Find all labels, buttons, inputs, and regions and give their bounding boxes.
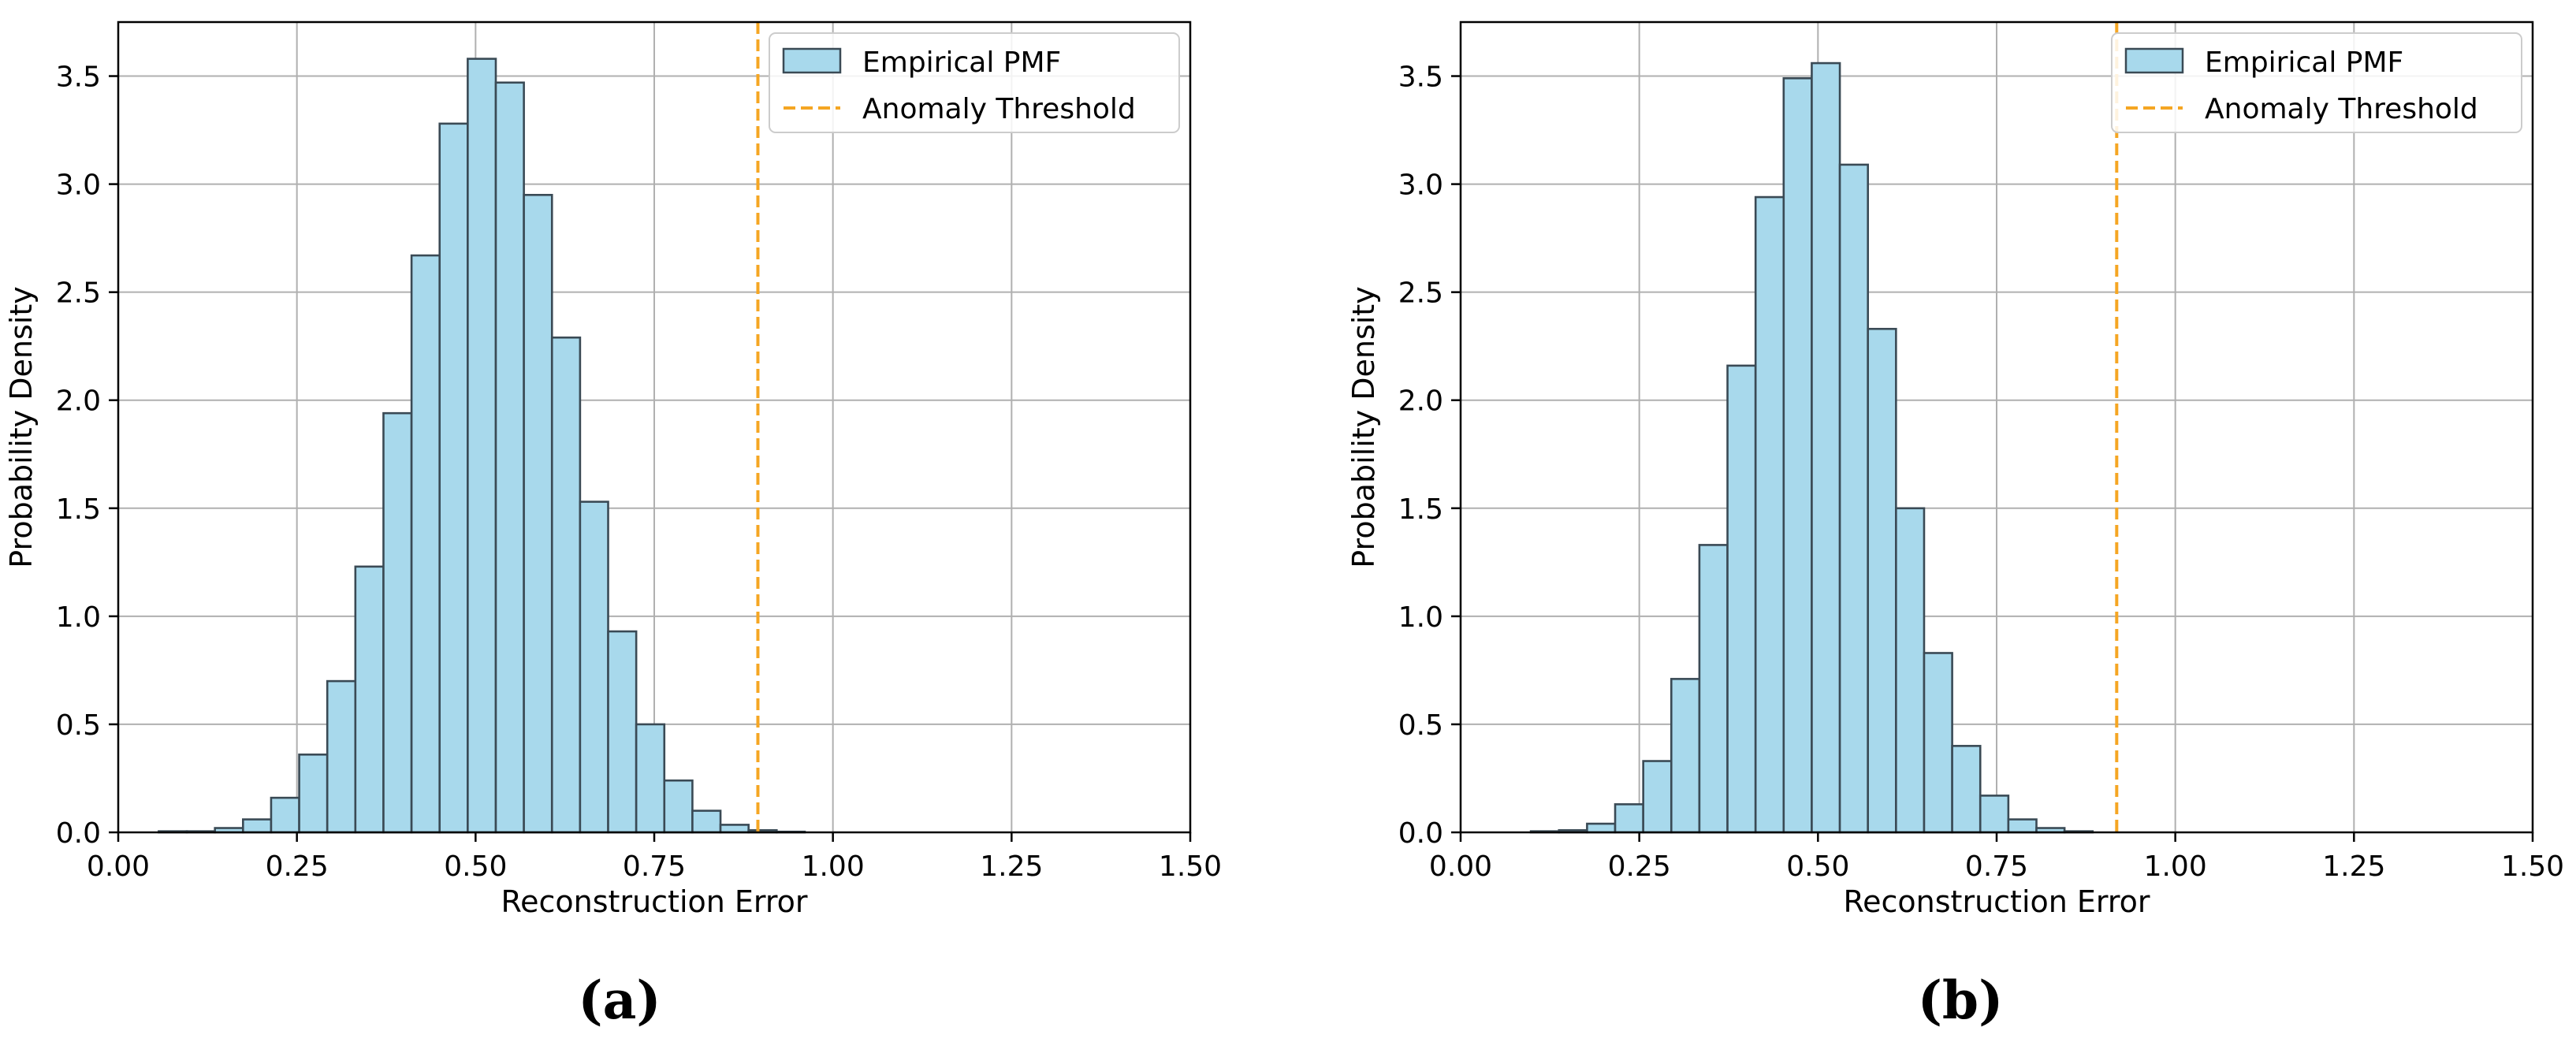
chart-panel-b: 0.00 0.25 0.50 0.75 1.00 1.25 1.50 0.0 0.5 1.0 1.5… — [1346, 20, 2564, 919]
histogram-bar — [1951, 745, 1982, 834]
histogram-bar — [635, 723, 666, 834]
histogram-bar — [691, 809, 722, 834]
y-tick-label: 3.0 — [56, 169, 101, 202]
panel-caption-b: (b) — [1917, 970, 2004, 1031]
histogram-bar — [1895, 507, 1926, 834]
histogram-bar — [467, 58, 497, 834]
histogram-bar — [494, 81, 525, 834]
panel-caption-a: (a) — [578, 970, 661, 1031]
histogram-bar — [1698, 544, 1729, 834]
histogram-bar — [2007, 818, 2038, 834]
histogram-bar — [607, 630, 638, 834]
histogram-bar — [550, 336, 582, 834]
histogram-bar — [354, 565, 385, 834]
legend-box — [2111, 32, 2522, 133]
y-axis-label: Probability Density — [4, 286, 39, 568]
gridlines — [117, 22, 1191, 833]
histogram-bar — [1642, 760, 1673, 834]
histogram-bar — [1586, 822, 1617, 834]
y-tick-label: 1.5 — [1398, 493, 1443, 526]
y-tick-label: 2.0 — [56, 385, 101, 418]
histogram-bar — [298, 754, 329, 834]
histogram-bar — [438, 122, 469, 834]
x-tick-label: 0.50 — [1786, 850, 1849, 883]
y-tick-label: 3.5 — [1398, 61, 1443, 94]
histogram-bar — [326, 679, 357, 834]
y-tick-label: 2.5 — [56, 277, 101, 310]
legend-label-threshold: Anomaly Threshold — [2205, 93, 2478, 125]
histogram-bar — [1867, 327, 1897, 834]
histogram-bar — [523, 194, 553, 834]
legend-label-threshold: Anomaly Threshold — [862, 93, 1136, 125]
y-tick-label: 0.5 — [1398, 709, 1443, 742]
x-axis-label: Reconstruction Error — [501, 884, 807, 919]
y-tick-label: 2.5 — [1398, 277, 1443, 310]
x-tick-label: 0.00 — [87, 850, 150, 883]
histogram-bar — [1979, 795, 2010, 834]
legend-box — [769, 32, 1180, 133]
x-tick-label: 1.00 — [2144, 850, 2207, 883]
y-axis-label: Probability Density — [1346, 286, 1381, 568]
legend-label-pmf: Empirical PMF — [2205, 47, 2403, 79]
y-tick-label: 3.0 — [1398, 169, 1443, 202]
y-tick-label: 1.0 — [56, 601, 101, 634]
x-tick-label: 0.25 — [266, 850, 329, 883]
x-tick-label: 0.50 — [444, 850, 507, 883]
y-tick-label: 3.5 — [56, 61, 101, 94]
legend-swatch-pmf — [782, 47, 842, 74]
histogram-bar — [663, 779, 694, 834]
legend-swatch-pmf — [2124, 47, 2184, 74]
y-tick-label: 1.0 — [1398, 601, 1443, 634]
histogram-bar — [1838, 163, 1870, 834]
x-axis-label: Reconstruction Error — [1843, 884, 2150, 919]
histogram-bar — [1811, 61, 1841, 834]
histogram-bars — [1529, 61, 2094, 834]
legend: Empirical PMF Anomaly Threshold — [2111, 32, 2522, 133]
chart-panel-a: 0.00 0.25 0.50 0.75 1.00 1.25 1.50 0.0 0.5 1.0 1.5… — [4, 20, 1222, 919]
histogram-bar — [1782, 76, 1813, 834]
y-tick-label: 2.0 — [1398, 385, 1443, 418]
x-tick-label: 1.25 — [2322, 850, 2385, 883]
histogram-bar — [719, 824, 750, 834]
legend: Empirical PMF Anomaly Threshold — [769, 32, 1180, 133]
histogram-bar — [410, 254, 441, 834]
y-tick-label: 0.0 — [56, 817, 101, 850]
histogram-bar — [382, 411, 413, 834]
histogram-bar — [1754, 195, 1785, 834]
y-tick-label: 0.0 — [1398, 817, 1443, 850]
gridlines — [1460, 22, 2533, 833]
histogram-bar — [1923, 652, 1953, 834]
x-tick-label: 0.00 — [1429, 850, 1492, 883]
x-tick-label: 0.75 — [623, 850, 686, 883]
y-tick-label: 1.5 — [56, 493, 101, 526]
x-tick-label: 0.25 — [1608, 850, 1671, 883]
x-tick-label: 1.00 — [802, 850, 865, 883]
x-tick-label: 0.75 — [1965, 850, 2028, 883]
x-tick-label: 1.25 — [980, 850, 1043, 883]
histogram-bar — [1726, 364, 1757, 834]
histogram-bar — [270, 796, 300, 834]
legend-label-pmf: Empirical PMF — [862, 47, 1061, 79]
x-tick-label: 1.50 — [1159, 850, 1222, 883]
histogram-bar — [579, 501, 609, 834]
histogram-bar — [242, 818, 273, 834]
histogram-bars — [158, 58, 806, 834]
histogram-bar — [1614, 803, 1644, 834]
y-tick-label: 0.5 — [56, 709, 101, 742]
histogram-bar — [1670, 678, 1701, 834]
x-tick-label: 1.50 — [2501, 850, 2564, 883]
